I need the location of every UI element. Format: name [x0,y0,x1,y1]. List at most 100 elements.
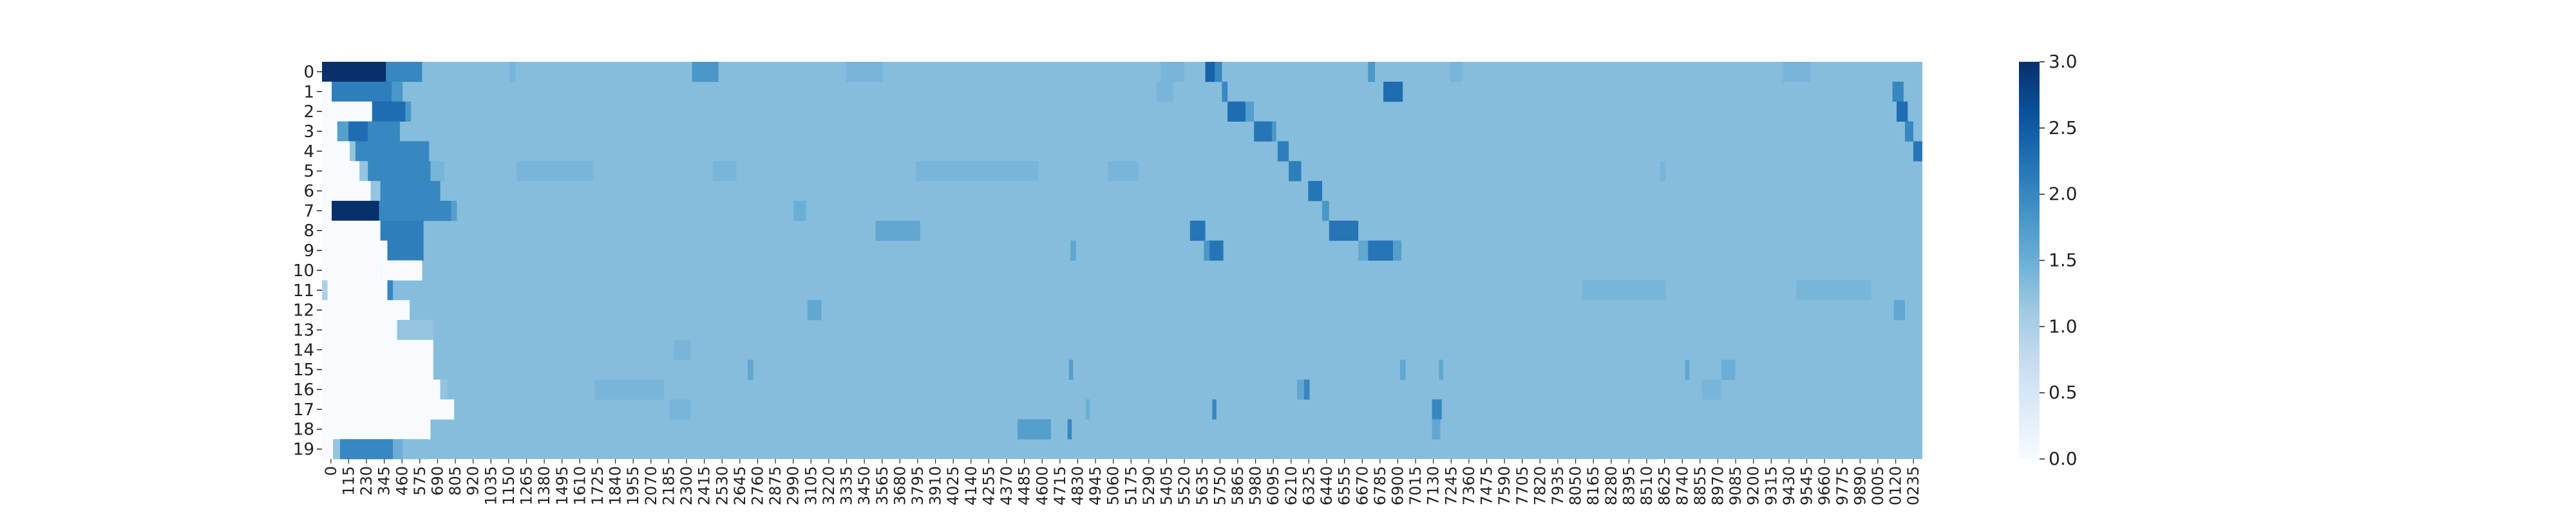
heatmap-cell [397,320,433,341]
heatmap-cell [391,81,403,102]
x-tick-label: 2990 [784,466,802,505]
heatmap-cell [1308,181,1322,201]
y-tick-label: 16 [293,380,314,400]
heatmap-cell [327,280,388,301]
x-tick-label: 7935 [1549,466,1567,505]
heatmap-cell [368,161,431,182]
heatmap-cell [1204,240,1210,261]
x-tick-label: 6900 [1388,466,1406,505]
x-tick-label: 4485 [1016,466,1034,505]
heatmap-cell [333,439,341,460]
heatmap-cell [1796,280,1872,301]
heatmap-cell [1893,300,1906,321]
colorbar-tick-label: 1.5 [2049,250,2078,271]
heatmap-cell [372,101,406,122]
heatmap-cell [337,121,349,142]
x-tick-label: 0120 [1887,466,1905,505]
y-tick-label: 4 [303,142,314,162]
x-tick-label: 1035 [482,466,500,505]
heatmap-cell [405,101,412,122]
heatmap-cell [1701,379,1721,400]
heatmap-cell [322,439,334,460]
x-tick-label: 3105 [802,466,820,505]
x-tick-label: 9890 [1851,466,1869,505]
x-tick-label: 9660 [1815,466,1833,505]
x-tick-label: 8050 [1567,466,1585,505]
heatmap-cell [1245,101,1255,122]
heatmap-cell [1905,121,1913,142]
x-tick-label: 5635 [1193,466,1211,505]
x-tick-label: 5750 [1211,466,1229,505]
heatmap-cell [359,161,368,182]
x-tick-label: 2415 [696,466,714,505]
y-tick-label: 1 [303,82,314,102]
heatmap-cell [1289,161,1302,182]
colorbar-tick-label: 3.0 [2049,51,2078,72]
heatmap-cell [402,439,428,460]
x-tick-label: 9200 [1745,466,1763,505]
y-tick-label: 9 [303,241,314,261]
x-tick-label: 6555 [1336,466,1354,505]
heatmap-cell [1209,240,1224,261]
y-tick-label: 10 [293,261,314,281]
y-tick-label: 12 [293,301,314,321]
heatmap-cell [692,62,719,82]
colorbar-tick-label: 0.0 [2049,448,2078,469]
heatmap-cell [1439,359,1443,380]
heatmap-cell [340,439,393,460]
x-tick-label: 5865 [1229,466,1247,505]
heatmap-cell [322,300,410,321]
heatmap-cell [322,419,422,440]
x-tick-label: 0235 [1904,466,1922,505]
heatmap-cell [322,320,397,341]
heatmap-cell [1215,62,1222,82]
x-tick-label: 6325 [1300,466,1318,505]
heatmap-cell [712,161,737,182]
x-tick-label: 115 [339,466,357,496]
heatmap-cell [1085,399,1090,420]
x-tick-label: 8280 [1602,466,1620,505]
heatmap-cell [322,339,433,360]
heatmap-cell [1189,220,1206,241]
x-tick-label: 5520 [1175,466,1193,505]
x-tick-label: 1610 [571,466,589,505]
x-tick-label: 8625 [1656,466,1674,505]
heatmap-cell [322,379,440,400]
x-tick-label: 7130 [1425,466,1443,505]
x-tick-label: 8970 [1709,466,1727,505]
x-tick-label: 9430 [1780,466,1798,505]
heatmap-cell [368,121,400,142]
heatmap-cell [380,181,440,201]
x-tick-label: 8855 [1691,466,1709,505]
heatmap-cell [1303,379,1310,400]
x-tick-label: 9775 [1833,466,1852,505]
colorbar-tick-label: 1.0 [2049,315,2078,337]
heatmap-cell [422,419,431,440]
heatmap-cell [1892,81,1904,102]
x-tick-label: 1495 [553,466,571,505]
heatmap-cell [370,181,381,201]
x-tick-label: 920 [464,466,482,496]
y-tick-label: 15 [293,360,314,380]
heatmap-cell [355,141,430,162]
heatmap-cell [1782,62,1811,82]
x-tick-label: 2530 [713,466,731,505]
x-tick-label: 9315 [1762,466,1780,505]
heatmap-cell [1156,81,1173,102]
x-tick-label: 9545 [1798,466,1816,505]
heatmap-cell [1297,379,1304,400]
x-tick-label: 7245 [1442,466,1460,505]
x-tick-label: 1265 [518,466,536,505]
colorbar-tick-label: 0.5 [2049,382,2078,403]
heatmap-cell [916,161,1039,182]
heatmap-cell [1721,359,1736,380]
heatmap-cell [322,220,381,241]
heatmap-cell [322,62,386,82]
colorbar-gradient [2019,62,2040,459]
x-tick-label: 2760 [748,466,766,505]
heatmap-cell [379,200,451,221]
heatmap-cell [381,260,422,281]
colorbar-tick-label: 2.5 [2049,117,2078,138]
x-tick-label: 6670 [1353,466,1371,505]
heatmap-cell [393,439,403,460]
